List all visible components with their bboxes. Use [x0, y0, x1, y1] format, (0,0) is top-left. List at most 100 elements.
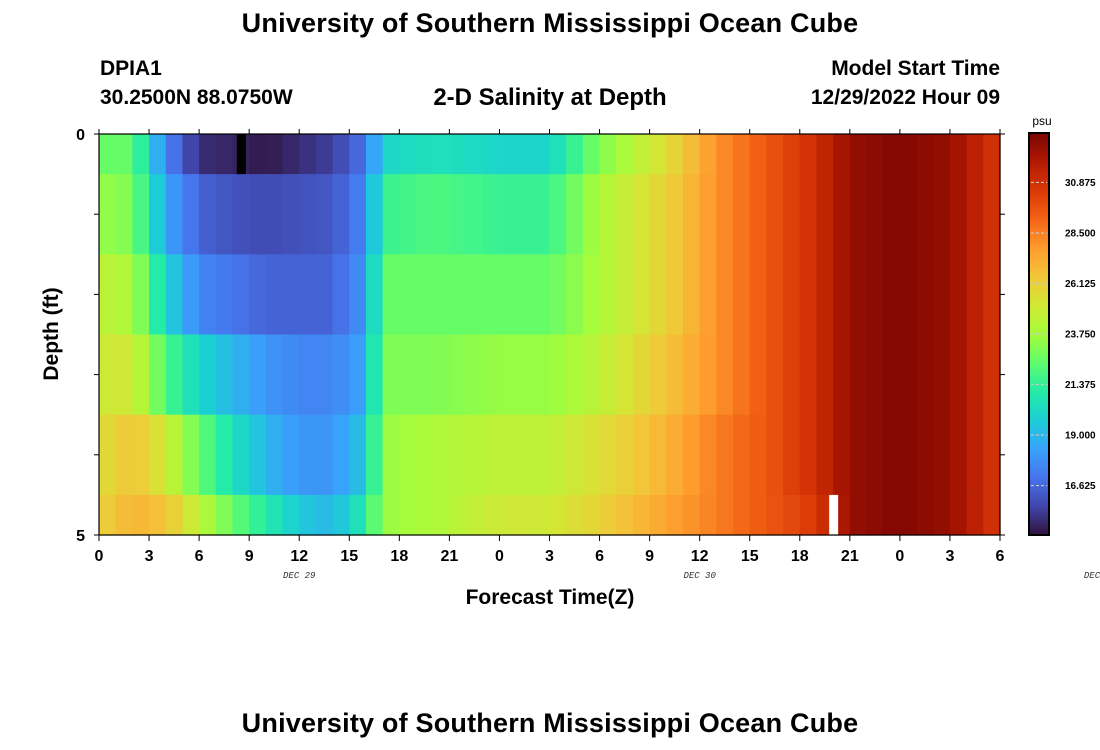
heatmap-cell: [282, 254, 300, 336]
heatmap-cell: [816, 174, 834, 255]
heatmap-cell: [599, 254, 617, 336]
y-tick-label: 0: [76, 127, 85, 144]
heatmap-cell: [449, 494, 467, 536]
heatmap-cell: [599, 414, 617, 496]
heatmap-cell: [432, 414, 450, 496]
heatmap-cell: [866, 414, 884, 496]
heatmap-cell: [399, 494, 417, 536]
heatmap-cell: [265, 254, 284, 336]
heatmap-cell: [649, 334, 667, 416]
heatmap-cell: [466, 134, 484, 175]
heatmap-cell: [315, 254, 334, 336]
heatmap-cell: [349, 414, 367, 496]
heatmap-cell: [799, 414, 818, 496]
heatmap-cell: [282, 494, 300, 536]
heatmap-cell: [566, 334, 584, 416]
x-tick-label: 12: [691, 548, 709, 565]
x-tick-label: 21: [440, 548, 458, 565]
heatmap-cell: [332, 134, 350, 175]
heatmap-cell: [899, 334, 918, 416]
heatmap-cell: [432, 134, 450, 175]
x-tick-label: 3: [145, 548, 154, 565]
colorbar-tick-label: 21.375: [1065, 380, 1096, 391]
heatmap-cell: [499, 254, 517, 336]
heatmap-cell: [666, 174, 684, 255]
heatmap-cell: [632, 494, 651, 536]
heatmap-cell: [232, 414, 250, 496]
heatmap-cell: [949, 174, 968, 255]
y-axis-ticks: 05: [76, 127, 1005, 545]
y-tick-label: 5: [76, 528, 85, 545]
heatmap-cell: [883, 254, 901, 336]
heatmap-cell: [416, 414, 434, 496]
heatmap-cell: [232, 174, 250, 255]
heatmap-cell: [365, 174, 384, 255]
heatmap-cell: [132, 414, 150, 496]
heatmap-cell: [549, 334, 567, 416]
y-axis-label: Depth (ft): [40, 287, 63, 380]
heatmap-cell: [382, 254, 400, 336]
heatmap-special-cells: [236, 134, 839, 535]
heatmap-cell: [666, 414, 684, 496]
heatmap-cell: [516, 134, 534, 175]
heatmap-cell: [983, 254, 1001, 336]
heatmap-cell: [416, 334, 434, 416]
heatmap-cell: [332, 174, 350, 255]
heatmap-cell: [799, 254, 818, 336]
heatmap-cell: [349, 134, 367, 175]
heatmap-cell: [866, 174, 884, 255]
heatmap-cell: [682, 334, 701, 416]
colorbar-tick-label: 26.125: [1065, 279, 1096, 290]
heatmap-cell: [99, 254, 117, 336]
heatmap-cell: [883, 174, 901, 255]
heatmap-cell: [833, 334, 851, 416]
heatmap-cell: [182, 174, 200, 255]
heatmap-cell: [716, 414, 734, 496]
x-tick-label: 6: [195, 548, 204, 565]
heatmap-cell: [916, 414, 934, 496]
heatmap-cell: [899, 494, 918, 536]
heatmap-cell: [933, 494, 951, 536]
heatmap-cell: [599, 334, 617, 416]
heatmap-cell: [232, 254, 250, 336]
heatmap-cell: [215, 494, 234, 536]
heatmap-cell: [115, 174, 133, 255]
heatmap-cell: [966, 414, 984, 496]
heatmap-cell: [249, 254, 267, 336]
heatmap-cell: [716, 174, 734, 255]
heatmap-cell: [332, 414, 350, 496]
heatmap-cell: [99, 414, 117, 496]
heatmap-cell: [983, 334, 1001, 416]
heatmap-cell: [332, 254, 350, 336]
heatmap-cell: [566, 174, 584, 255]
heatmap-cell: [282, 174, 300, 255]
x-tick-label: 18: [791, 548, 809, 565]
heatmap-cell: [466, 334, 484, 416]
x-tick-label: 3: [545, 548, 554, 565]
colorbar-tick-label: 19.000: [1065, 431, 1096, 442]
heatmap-cell: [315, 334, 334, 416]
heatmap-cell: [249, 174, 267, 255]
heatmap-cell: [399, 174, 417, 255]
x-tick-label: 6: [595, 548, 604, 565]
heatmap-cell: [516, 174, 534, 255]
day-label: DEC 29: [283, 571, 316, 581]
heatmap-cell: [449, 134, 467, 175]
heatmap-cell: [449, 334, 467, 416]
heatmap-cell: [249, 494, 267, 536]
heatmap-cell: [849, 254, 868, 336]
heatmap-cell: [199, 134, 217, 175]
heatmap-cell: [549, 254, 567, 336]
heatmap-cell: [682, 414, 701, 496]
heatmap-cell: [165, 254, 184, 336]
heatmap-cell: [115, 134, 133, 175]
heatmap-cell: [549, 414, 567, 496]
heatmap-cell: [699, 494, 717, 536]
heatmap-cell: [282, 414, 300, 496]
heatmap-cell: [482, 414, 501, 496]
heatmap-cell: [199, 254, 217, 336]
heatmap-cell: [933, 334, 951, 416]
heatmap-cell: [232, 334, 250, 416]
heatmap-cell: [265, 334, 284, 416]
heatmap-cell: [799, 174, 818, 255]
